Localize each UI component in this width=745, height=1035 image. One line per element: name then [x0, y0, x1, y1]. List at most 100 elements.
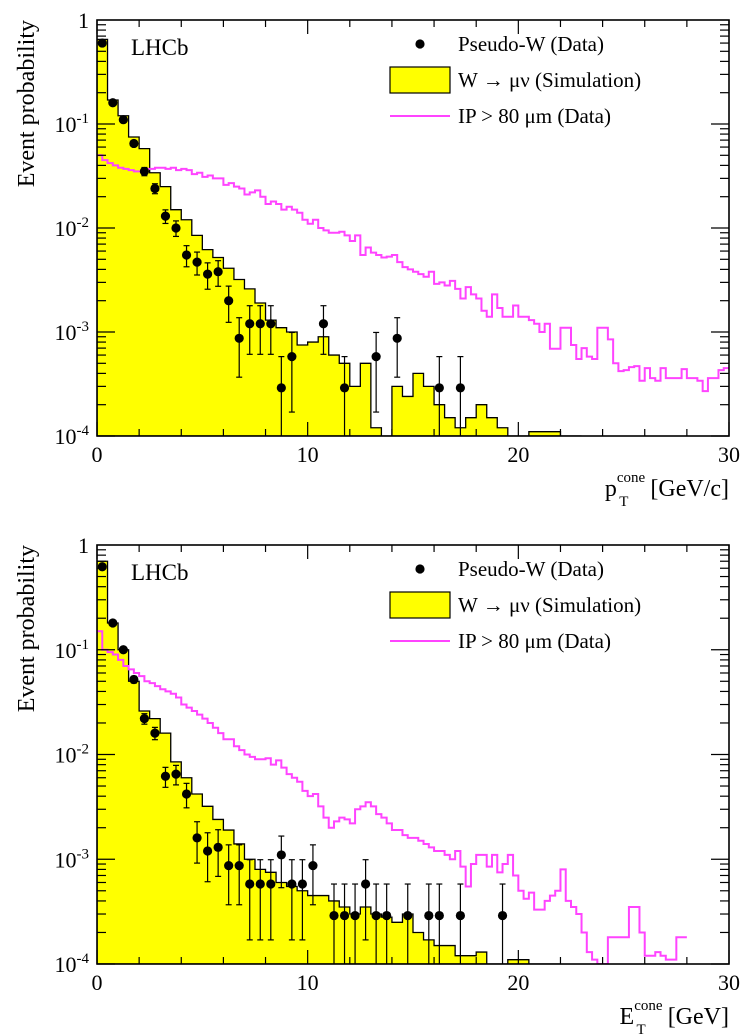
data-point: [160, 211, 171, 221]
x-tick-label: 0: [92, 442, 103, 467]
y-tick-label: 10-4: [55, 423, 90, 449]
y-tick-base: 10: [55, 952, 77, 977]
y-tick-label: 10-2: [55, 742, 90, 768]
y-tick-exponent: -4: [77, 423, 90, 439]
data-point: [234, 333, 244, 343]
data-point: [171, 223, 181, 233]
x-tick-label: 30: [718, 442, 740, 467]
data-point: [350, 910, 360, 921]
data-point: [139, 714, 149, 724]
data-point: [434, 910, 444, 921]
y-tick-exponent: -3: [77, 319, 90, 335]
y-tick-label: 10-4: [55, 951, 90, 977]
data-point: [213, 842, 223, 852]
legend-label: IP > 80 μm (Data): [458, 104, 611, 128]
data-point: [318, 319, 329, 329]
y-tick-label: 10-3: [55, 319, 90, 345]
data-point: [192, 257, 202, 267]
y-tick-label: 1: [78, 533, 89, 558]
data-point: [455, 910, 465, 921]
y-tick-base: 10: [55, 743, 77, 768]
legend-marker-icon: [415, 39, 425, 49]
x-axis-superscript: cone: [617, 470, 646, 486]
data-point: [455, 383, 465, 393]
legend-label: Pseudo-W (Data): [458, 557, 604, 581]
y-tick-label: 10-1: [55, 637, 90, 663]
data-point: [339, 383, 350, 393]
y-axis-title: Event probability: [14, 545, 40, 712]
x-tick-label: 10: [297, 970, 319, 995]
x-tick-label: 20: [507, 442, 529, 467]
lhcb-label: LHCb: [131, 35, 189, 60]
data-point: [192, 833, 202, 843]
y-tick-base: 1: [78, 8, 89, 33]
data-point: [266, 879, 276, 889]
data-point: [276, 383, 286, 393]
y-tick-exponent: -2: [77, 742, 90, 758]
data-point: [403, 910, 413, 921]
x-axis-unit: [GeV/c]: [650, 476, 729, 502]
data-point: [339, 910, 350, 921]
data-point: [308, 860, 318, 871]
x-axis-symbol: p: [605, 476, 617, 502]
y-tick-base: 1: [78, 533, 89, 558]
y-tick-base: 10: [55, 638, 77, 663]
y-tick-base: 10: [55, 847, 77, 872]
y-tick-label: 10-3: [55, 846, 90, 872]
x-axis-title: Econe T [GeV]: [620, 998, 729, 1035]
data-point: [181, 789, 192, 799]
data-point: [150, 728, 160, 738]
x-tick-label: 0: [92, 970, 103, 995]
data-point: [129, 674, 139, 685]
data-point: [224, 860, 234, 871]
data-point: [203, 269, 213, 279]
data-point: [255, 319, 265, 329]
x-axis-subscript: T: [637, 1022, 646, 1035]
data-point: [139, 166, 149, 177]
legend-label: IP > 80 μm (Data): [458, 629, 611, 653]
data-point: [203, 846, 213, 856]
y-tick-exponent: -1: [77, 111, 90, 127]
x-axis-unit: [GeV]: [668, 1004, 729, 1030]
y-tick-label: 1: [78, 8, 89, 33]
data-point: [382, 910, 392, 921]
x-tick-label: 30: [718, 970, 740, 995]
data-point: [287, 879, 297, 889]
data-point: [171, 769, 181, 779]
data-point: [255, 879, 265, 889]
y-tick-label: 10-1: [55, 111, 90, 137]
data-point: [245, 319, 255, 329]
legend-label: Pseudo-W (Data): [458, 32, 604, 56]
y-axis-title: Event probability: [14, 20, 40, 187]
y-tick-base: 10: [55, 216, 77, 241]
legend-marker-icon: [415, 564, 425, 574]
y-tick-label: 10-2: [55, 215, 90, 241]
x-axis-subscript: T: [619, 494, 628, 510]
x-axis-superscript: cone: [634, 998, 663, 1014]
simulation-histogram: [97, 560, 561, 964]
y-tick-base: 10: [55, 112, 77, 137]
data-point: [129, 138, 139, 149]
data-point: [392, 333, 402, 343]
y-tick-exponent: -3: [77, 846, 90, 862]
data-point: [434, 383, 444, 393]
data-point: [329, 910, 339, 921]
legend-box-icon: [389, 66, 451, 94]
y-tick-exponent: -1: [77, 637, 90, 653]
data-point: [224, 296, 234, 306]
data-point: [108, 618, 118, 628]
data-point: [118, 115, 128, 125]
data-point: [361, 879, 371, 889]
data-point: [118, 645, 128, 655]
legend-label: W → μν (Simulation): [458, 68, 641, 92]
legend-box-icon: [389, 591, 451, 619]
data-point: [371, 910, 381, 921]
x-axis-title: pcone T [GeV/c]: [605, 470, 729, 510]
data-point: [97, 562, 107, 572]
data-point: [108, 98, 118, 108]
data-point: [497, 910, 508, 921]
simulation-histogram: [97, 38, 582, 436]
